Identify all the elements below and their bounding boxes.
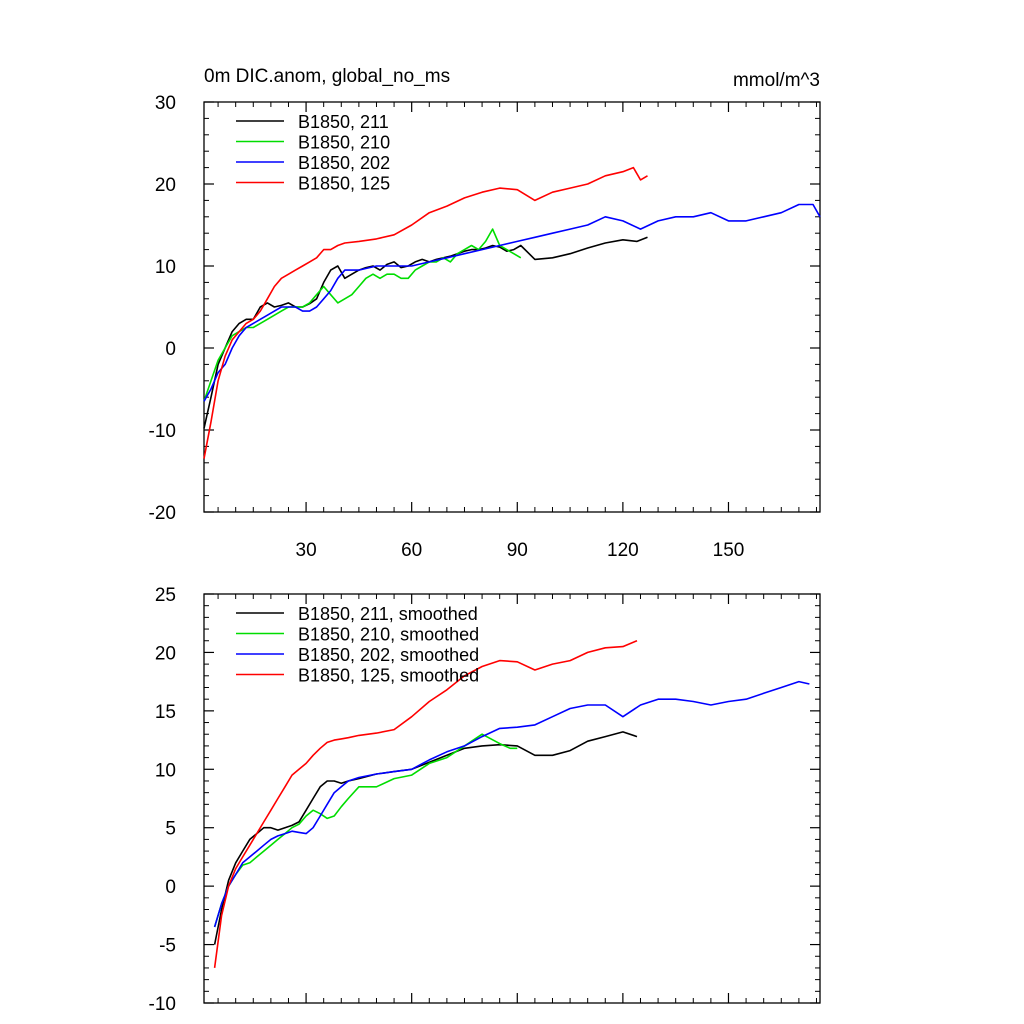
panel0-y-tick-label: 20 xyxy=(155,175,176,196)
panel0-legend-label-0: B1850, 211 xyxy=(298,112,389,132)
panel1-series-line-0 xyxy=(213,731,638,945)
panel1-y-tick-label: 25 xyxy=(155,585,176,606)
panel1-legend-label-1: B1850, 210, smoothed xyxy=(298,625,479,645)
panel0-x-tick-label: 150 xyxy=(713,540,745,561)
panel0-y-tick-label: 10 xyxy=(155,257,176,278)
panel0-x-tick-label: 90 xyxy=(507,540,528,561)
chart-units: mmol/m^3 xyxy=(733,70,820,91)
panel1-y-tick-label: -5 xyxy=(159,936,176,957)
panel0-x-tick-label: 60 xyxy=(401,540,422,561)
panel1-y-tick-label: 15 xyxy=(155,702,176,723)
panel0-legend-label-2: B1850, 202 xyxy=(298,153,390,173)
panel1-y-tick-label: 10 xyxy=(155,760,176,781)
panel1-plot-frame xyxy=(203,593,821,1004)
panel0-y-tick-label: -10 xyxy=(149,421,176,442)
panel0-series-line-1 xyxy=(203,228,522,402)
panel0-series-line-0 xyxy=(203,236,648,429)
panel1-legend-label-2: B1850, 202, smoothed xyxy=(298,645,479,665)
panel1-y-tick-label: 20 xyxy=(155,643,176,664)
panel0-y-tick-label: 0 xyxy=(165,339,176,360)
panel0-plot-frame xyxy=(203,101,821,513)
panel0-x-tick-label: 30 xyxy=(296,540,317,561)
panel0-legend-label-3: B1850, 125 xyxy=(298,174,390,194)
panel1-series-line-1 xyxy=(213,733,518,928)
panel0-legend-label-1: B1850, 210 xyxy=(298,133,390,153)
panel1-y-tick-label: -10 xyxy=(149,994,176,1015)
panel0-y-tick-label: 30 xyxy=(155,93,176,114)
panel1-y-tick-label: 5 xyxy=(165,819,176,840)
panel1-y-tick-label: 0 xyxy=(165,877,176,898)
panel1-series-line-3 xyxy=(213,639,638,969)
panel0-series-line-3 xyxy=(203,166,648,459)
panel0-y-tick-label: -20 xyxy=(149,503,176,524)
panel1-legend-label-3: B1850, 125, smoothed xyxy=(298,666,479,686)
chart-title: 0m DIC.anom, global_no_ms xyxy=(204,66,450,87)
panel1-series-line-2 xyxy=(213,680,810,928)
panel1-legend-label-0: B1850, 211, smoothed xyxy=(298,604,478,624)
panel0-x-tick-label: 120 xyxy=(607,540,639,561)
panel0-series-line-2 xyxy=(203,203,821,402)
